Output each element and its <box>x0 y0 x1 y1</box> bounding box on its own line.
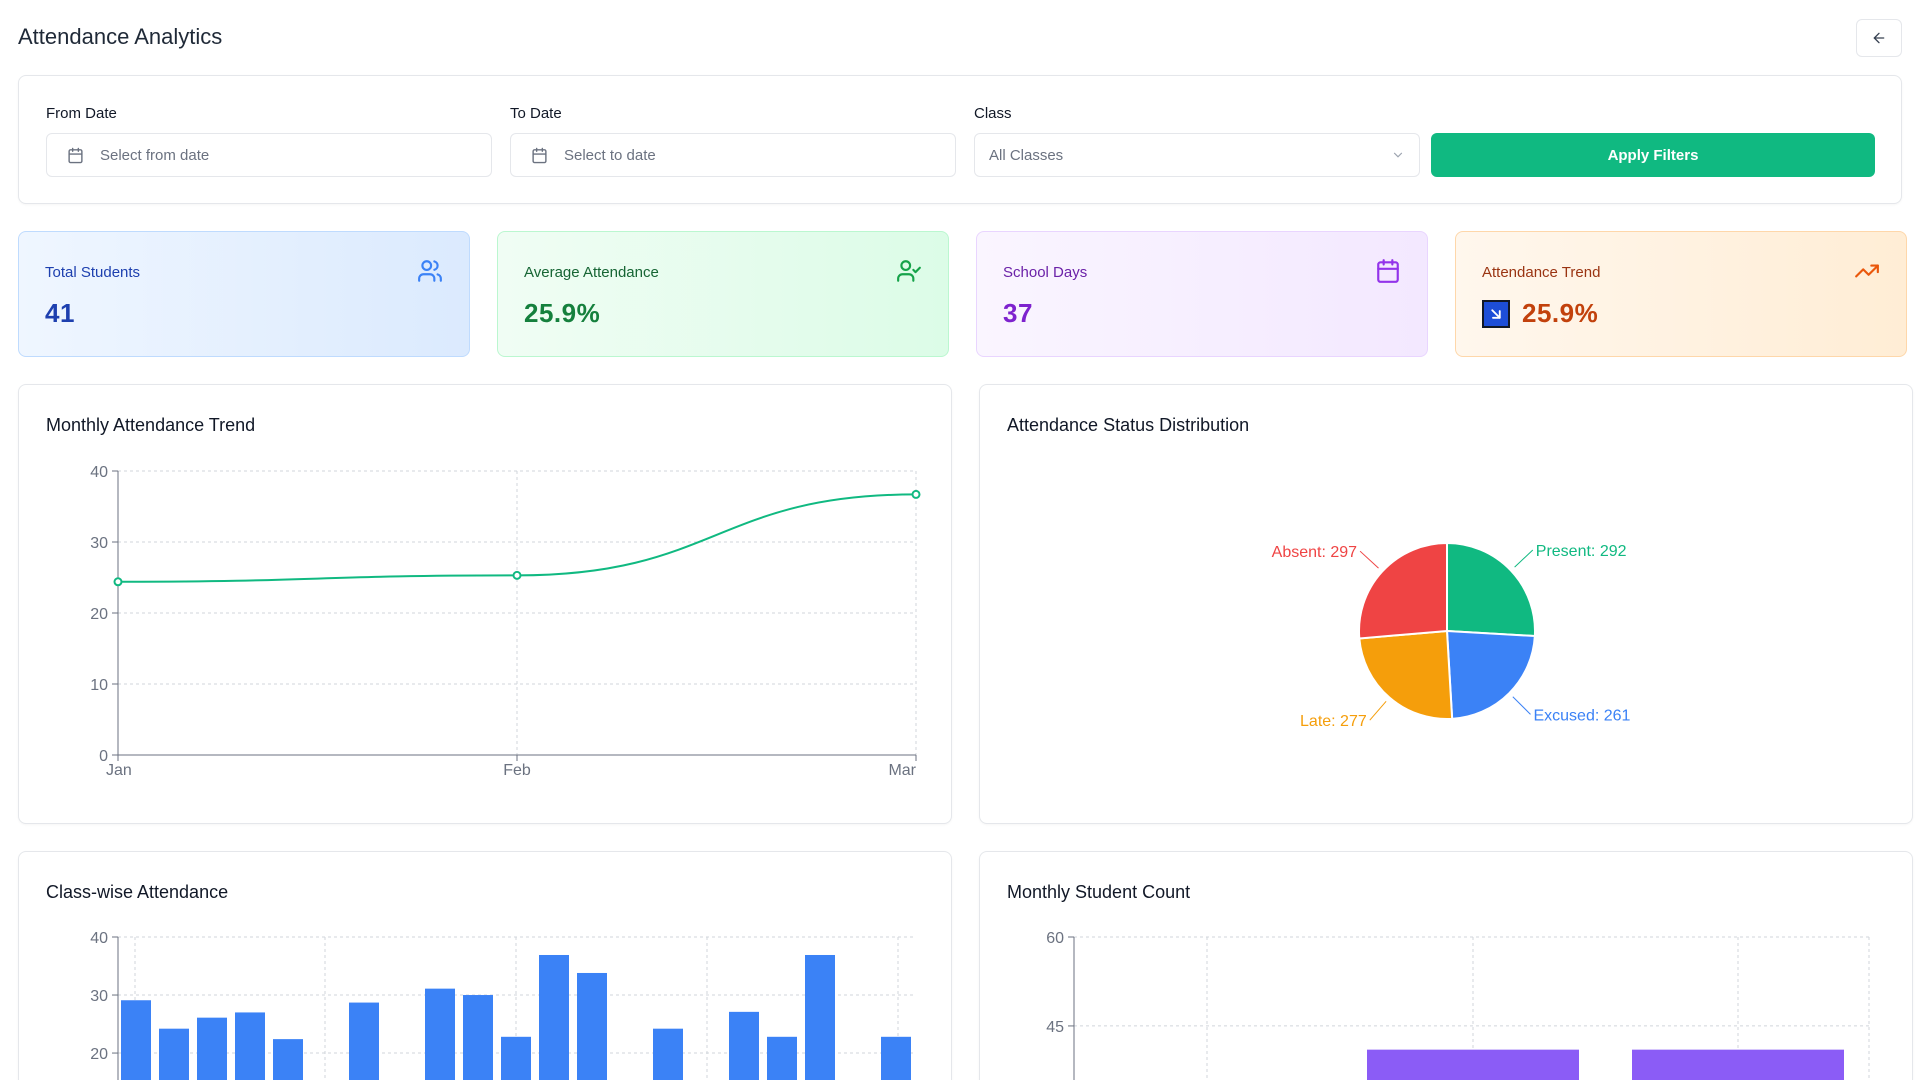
arrow-down-right-icon <box>1482 299 1510 328</box>
stat-value-row: 25.9% <box>1482 298 1598 329</box>
x-tick-label: Jan <box>106 762 132 779</box>
y-tick-label: 0 <box>99 748 108 765</box>
stat-card-average-attendance: Average Attendance 25.9% <box>497 231 949 357</box>
bar <box>349 1002 379 1080</box>
stat-value: 25.9% <box>1522 298 1599 328</box>
stat-card-total-students: Total Students 41 <box>18 231 470 357</box>
bar <box>1632 1049 1844 1080</box>
class-wise-attendance-card: Class-wise Attendance 20 30 40 <box>18 851 952 1080</box>
bar <box>463 995 493 1080</box>
from-date-label: From Date <box>46 105 117 122</box>
y-tick-label: 30 <box>90 535 108 552</box>
bar-chart: 20 30 40 <box>90 930 916 1080</box>
bar <box>235 1012 265 1080</box>
bar <box>197 1017 227 1080</box>
bar <box>881 1036 911 1080</box>
stat-value: 37 <box>1003 298 1033 328</box>
pie-label-line <box>1369 700 1387 721</box>
x-tick-label: Mar <box>888 762 916 779</box>
chart-title: Class-wise Attendance <box>46 882 229 902</box>
calendar-icon <box>1375 258 1401 289</box>
y-tick-label: 20 <box>90 1046 108 1063</box>
bar <box>577 972 607 1080</box>
back-button[interactable] <box>1856 19 1902 57</box>
bar <box>121 1000 151 1080</box>
pie-slice-present <box>1446 541 1536 638</box>
pie-label-line <box>1512 696 1531 715</box>
users-icon <box>417 258 443 289</box>
chart-title: Attendance Status Distribution <box>1007 415 1250 435</box>
bar <box>425 988 455 1080</box>
bar <box>159 1028 189 1080</box>
monthly-student-count-card: Monthly Student Count 304560 <box>979 851 1913 1080</box>
from-date-placeholder: Select from date <box>100 146 210 164</box>
to-date-placeholder: Select to date <box>564 146 656 164</box>
class-select-value: All Classes <box>989 146 1064 164</box>
chevron-down-icon <box>1393 152 1403 158</box>
y-tick-label: 20 <box>90 606 108 623</box>
y-tick-label: 45 <box>1046 1019 1064 1036</box>
trending-up-icon <box>1854 258 1880 289</box>
bar <box>729 1011 759 1080</box>
class-select[interactable]: All Classes <box>974 133 1420 177</box>
pie-label-line <box>1514 549 1534 568</box>
y-tick-label: 10 <box>90 677 108 694</box>
stat-label: Attendance Trend <box>1482 264 1601 281</box>
class-label: Class <box>974 105 1012 122</box>
from-date-picker[interactable]: Select from date <box>46 133 492 177</box>
stat-value: 41 <box>45 298 75 328</box>
arrow-left-icon <box>1873 32 1885 44</box>
page-title: Attendance Analytics <box>18 24 223 49</box>
data-point <box>113 577 123 587</box>
bar <box>539 954 569 1080</box>
y-tick-label: 30 <box>90 988 108 1005</box>
chart-title: Monthly Attendance Trend <box>46 415 256 435</box>
pie-label: Present: 292 <box>1536 543 1627 560</box>
x-tick-label: Feb <box>503 762 531 779</box>
attendance-status-card: Attendance Status Distribution Present: … <box>979 384 1913 824</box>
bar-chart: 304560 <box>1046 930 1870 1080</box>
pie-chart: Present: 292 Excused: 261 Late: 277 Absent:… <box>1272 541 1631 730</box>
calendar-icon <box>531 147 548 164</box>
bar <box>805 954 835 1080</box>
filters-panel: From Date Select from date To Date Selec… <box>18 75 1902 204</box>
stat-label: School Days <box>1003 264 1088 281</box>
to-date-picker[interactable]: Select to date <box>510 133 956 177</box>
pie-slice-excused <box>1445 629 1536 720</box>
stat-card-school-days: School Days 37 <box>976 231 1428 357</box>
bar <box>767 1036 797 1080</box>
chart-title: Monthly Student Count <box>1007 882 1191 902</box>
y-tick-label: 40 <box>90 930 108 947</box>
bar <box>273 1039 303 1080</box>
stat-value: 25.9% <box>524 298 601 328</box>
monthly-attendance-trend-card: Monthly Attendance Trend 0 10 20 30 40 Jan Feb… <box>18 384 952 824</box>
stat-card-attendance-trend: Attendance Trend 25.9% <box>1455 231 1907 357</box>
bar <box>1367 1049 1579 1080</box>
pie-label-line <box>1359 550 1379 569</box>
pie-label: Excused: 261 <box>1533 707 1630 724</box>
pie-label: Late: 277 <box>1300 713 1367 730</box>
bar <box>653 1028 683 1080</box>
pie-label: Absent: 297 <box>1272 544 1358 561</box>
pie-slice-late <box>1358 629 1454 720</box>
calendar-icon <box>67 147 84 164</box>
stat-label: Average Attendance <box>524 264 659 281</box>
y-tick-label: 60 <box>1046 930 1064 947</box>
apply-filters-button[interactable]: Apply Filters <box>1431 133 1875 177</box>
data-point <box>512 570 522 580</box>
line-chart: 0 10 20 30 40 Jan Feb Mar <box>90 464 921 779</box>
pie-slice-absent <box>1358 541 1448 640</box>
bar <box>501 1036 531 1080</box>
user-check-icon <box>896 258 922 289</box>
stat-label: Total Students <box>45 264 141 281</box>
y-tick-label: 40 <box>90 464 108 481</box>
data-point <box>911 489 921 499</box>
to-date-label: To Date <box>510 105 562 122</box>
